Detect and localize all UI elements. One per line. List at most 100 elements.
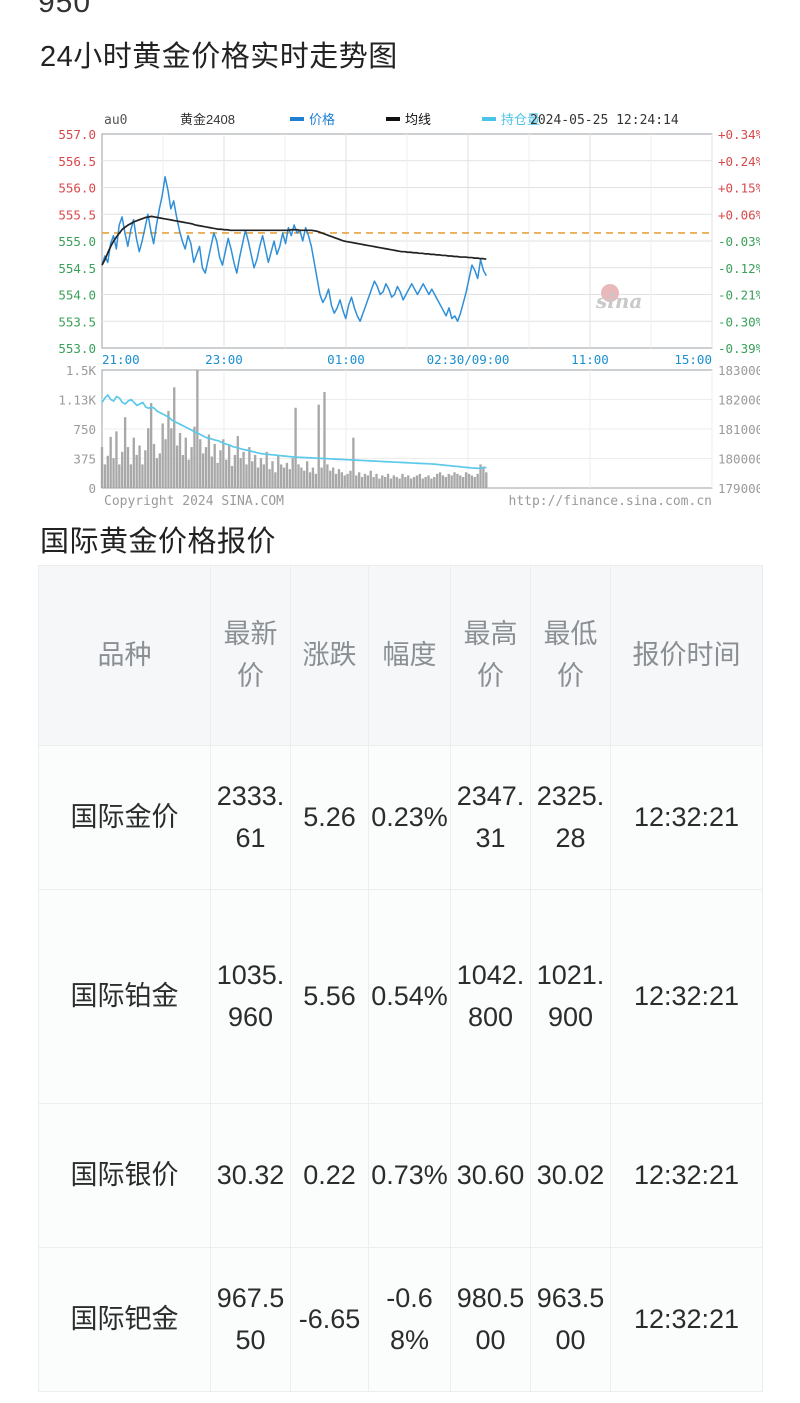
volume-bar	[450, 475, 453, 488]
pct-axis-label-0: +0.34%	[718, 127, 760, 142]
volume-bar	[222, 439, 225, 488]
volume-bar	[453, 472, 456, 488]
volume-bar	[320, 467, 323, 488]
volume-bar	[144, 450, 147, 488]
table-row: 国际金价 2333.61 5.26 0.23% 2347.31 2325.28 12:32:…	[38, 745, 763, 890]
cell-change-pct: 0.54%	[368, 889, 451, 1104]
volume-bar	[132, 437, 135, 488]
volume-bar	[239, 458, 242, 488]
cell-quote-time: 12:32:21	[610, 1103, 763, 1248]
volume-bar	[346, 473, 349, 488]
volume-bar	[285, 462, 289, 488]
volume-bar	[170, 428, 173, 488]
volume-bar	[242, 451, 245, 488]
volume-bar	[129, 464, 133, 488]
price-axis-label-2: 556.0	[58, 181, 96, 196]
cell-low: 2325.28	[530, 745, 611, 890]
volume-bar	[291, 458, 294, 488]
pct-axis-label-4: -0.03%	[718, 234, 760, 249]
oi-axis-label-2: 181000	[718, 422, 760, 437]
price-axis-label-4: 555.0	[58, 234, 96, 249]
volume-bar	[147, 428, 150, 488]
volume-bar	[190, 447, 193, 488]
cell-variety-link[interactable]: 国际铂金	[38, 889, 211, 1104]
table-row: 国际钯金 967.550 -6.65 -0.68% 980.500 963.500 12:3…	[38, 1247, 763, 1392]
legend-swatch-0	[290, 117, 304, 121]
cell-high: 980.500	[450, 1247, 531, 1392]
volume-bar	[334, 473, 338, 488]
volume-bar	[381, 475, 384, 488]
volume-bar	[288, 469, 291, 488]
legend-swatch-1	[386, 117, 400, 121]
volume-bar	[271, 461, 274, 488]
volume-bar	[187, 459, 190, 488]
pct-axis-label-6: -0.21%	[718, 288, 760, 303]
cell-variety-link[interactable]: 国际金价	[38, 745, 211, 890]
volume-bar	[459, 475, 462, 488]
volume-bar	[464, 472, 468, 488]
volume-bar	[404, 476, 407, 488]
volume-bar	[274, 472, 277, 488]
col-header-change: 涨跌	[290, 565, 369, 746]
volume-bars	[100, 370, 488, 488]
volume-bar	[135, 454, 138, 488]
volume-bar	[392, 475, 396, 488]
volume-bar	[389, 478, 393, 488]
volume-bar	[225, 459, 228, 488]
pct-axis-label-3: +0.06%	[718, 207, 760, 222]
volume-axis-label-4: 0	[88, 481, 96, 496]
volume-bar	[398, 478, 401, 488]
watermark-text: sina	[595, 289, 642, 313]
cell-variety-link[interactable]: 国际钯金	[38, 1247, 211, 1392]
volume-bar	[467, 473, 471, 488]
volume-bar	[418, 473, 422, 488]
volume-bar	[279, 464, 283, 488]
volume-bar	[378, 478, 381, 488]
time-tick-5: 15:00	[674, 352, 712, 367]
volume-bar	[106, 455, 109, 488]
volume-bar	[323, 392, 326, 488]
volume-axis-label-1: 1.13K	[58, 393, 96, 408]
volume-bar	[268, 469, 271, 488]
volume-bar	[311, 467, 315, 488]
volume-bar	[297, 464, 300, 488]
time-tick-3: 02:30/09:00	[427, 352, 510, 367]
volume-bar	[462, 476, 465, 488]
price-axis-label-1: 556.5	[58, 154, 96, 169]
volume-bar	[227, 445, 231, 488]
volume-bar	[438, 472, 442, 488]
volume-bar	[103, 464, 107, 488]
volume-bar	[383, 476, 387, 488]
volume-bar	[436, 473, 439, 488]
cell-variety-link[interactable]: 国际银价	[38, 1103, 211, 1248]
oi-axis-label-1: 182000	[718, 393, 760, 408]
watermark-eye-icon	[601, 284, 619, 302]
price-axis-label-8: 553.0	[58, 341, 96, 356]
volume-bar	[173, 387, 176, 488]
legend-label-1: 均线	[405, 112, 431, 127]
volume-bar	[100, 447, 104, 488]
cell-change-pct: 0.73%	[368, 1103, 451, 1248]
gold-price-chart[interactable]: au0 黄金2408 价格 均线 持仓量 2024-05-25 12:24:14 557.0…	[40, 108, 760, 508]
volume-bar	[294, 407, 297, 488]
volume-bar	[213, 443, 216, 488]
volume-bar	[456, 473, 459, 488]
volume-bar	[340, 472, 343, 488]
volume-bar	[305, 461, 309, 488]
legend-label-0: 价格	[309, 112, 335, 127]
volume-bar	[476, 473, 479, 488]
col-header-pct: 幅度	[368, 565, 451, 746]
cell-last-price: 30.32	[210, 1103, 291, 1248]
volume-bar	[262, 464, 265, 488]
volume-bar	[329, 470, 332, 488]
volume-bar	[282, 467, 286, 488]
cell-change: -6.65	[290, 1247, 369, 1392]
cell-high: 1042.800	[450, 889, 531, 1104]
time-tick-4: 11:00	[571, 352, 609, 367]
volume-bar	[473, 476, 476, 488]
volume-bar	[141, 464, 144, 488]
volume-bar	[230, 465, 234, 488]
cell-low: 963.500	[530, 1247, 611, 1392]
volume-bar	[412, 476, 416, 488]
